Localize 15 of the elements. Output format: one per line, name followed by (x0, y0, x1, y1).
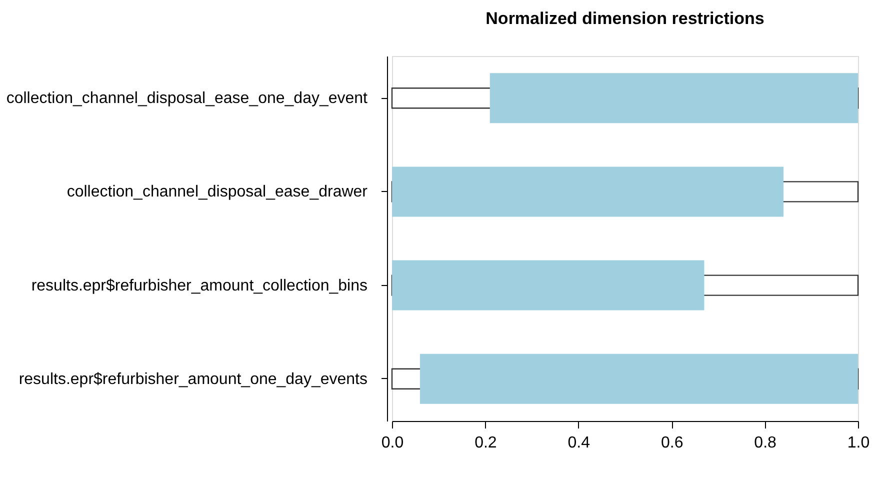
bar (490, 73, 858, 124)
bar (392, 260, 704, 310)
y-tick-label: collection_channel_disposal_ease_one_day_event (6, 90, 368, 108)
y-tick-label: results.epr$refurbisher_amount_collection_bins (31, 277, 368, 294)
chart-title: Normalized dimension restrictions (486, 9, 764, 28)
y-tick-label: collection_channel_disposal_ease_drawer (66, 184, 368, 201)
x-tick-label: 0.6 (660, 434, 684, 452)
bar (392, 166, 784, 217)
x-tick-label: 0.8 (754, 434, 777, 452)
bar (420, 354, 858, 404)
x-tick-label: 1.0 (847, 434, 870, 452)
x-tick-label: 0.2 (474, 434, 497, 452)
x-tick-label: 0.4 (568, 434, 590, 452)
y-tick-label: results.epr$refurbisher_amount_one_day_events (18, 370, 368, 388)
x-tick-label: 0.0 (381, 434, 404, 452)
